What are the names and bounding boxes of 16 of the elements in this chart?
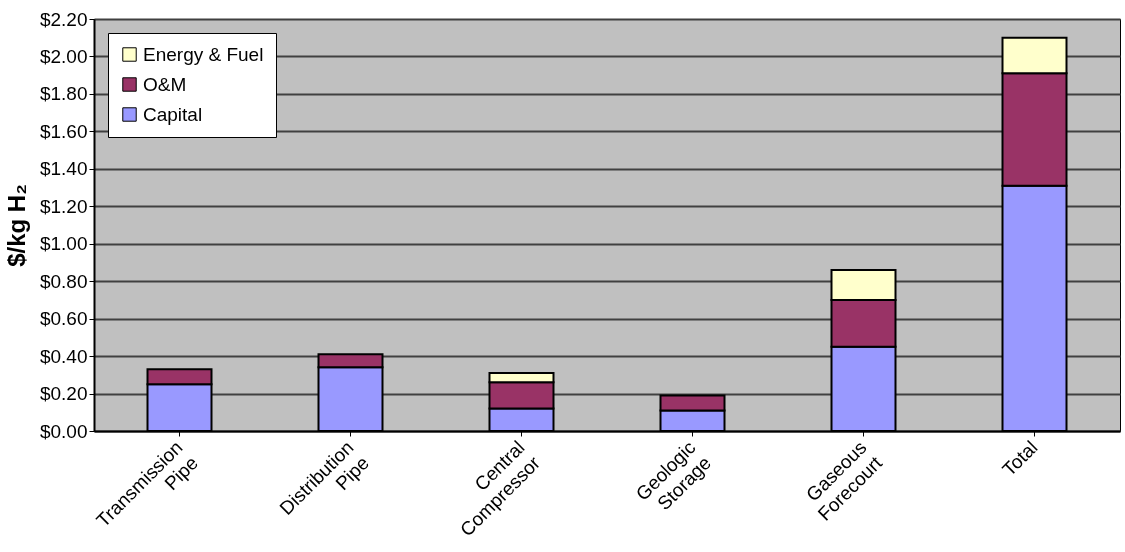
legend-label: Energy & Fuel	[143, 43, 264, 65]
y-tick-label: $1.20	[39, 195, 88, 217]
y-tick-label: $0.00	[39, 420, 88, 442]
y-tick-label: $1.60	[39, 120, 88, 142]
y-tick-label: $0.80	[39, 270, 88, 292]
y-axis-title: $/kg H₂	[2, 184, 30, 267]
y-tick-label: $1.40	[39, 158, 88, 180]
y-tick-label: $1.00	[39, 233, 88, 255]
y-tick-label: $0.60	[39, 308, 88, 330]
y-tick-label: $0.20	[39, 383, 88, 405]
y-tick-label: $2.20	[39, 8, 88, 30]
y-tick-label: $1.80	[39, 83, 88, 105]
legend-label: Capital	[143, 103, 203, 125]
y-tick-label: $0.40	[39, 345, 88, 367]
legend-label: O&M	[143, 73, 187, 95]
y-tick-label: $2.00	[39, 45, 88, 67]
